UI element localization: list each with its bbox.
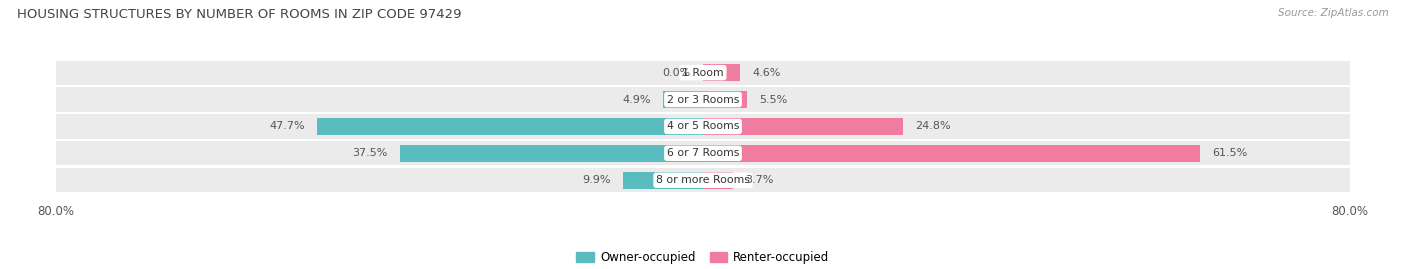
Bar (623, 172, 703, 189)
Text: 24.8%: 24.8% (915, 121, 952, 132)
Text: 9.9%: 9.9% (582, 175, 610, 185)
Text: 3.7%: 3.7% (745, 175, 773, 185)
Text: Source: ZipAtlas.com: Source: ZipAtlas.com (1278, 8, 1389, 18)
Text: 37.5%: 37.5% (353, 148, 388, 158)
Text: 0.0%: 0.0% (662, 68, 690, 78)
Text: 6 or 7 Rooms: 6 or 7 Rooms (666, 148, 740, 158)
Legend: Owner-occupied, Renter-occupied: Owner-occupied, Renter-occupied (572, 246, 834, 269)
Bar (56, 168, 1350, 192)
Text: 4.9%: 4.9% (623, 94, 651, 105)
Text: 47.7%: 47.7% (270, 121, 305, 132)
Text: 4 or 5 Rooms: 4 or 5 Rooms (666, 121, 740, 132)
Text: 5.5%: 5.5% (759, 94, 787, 105)
Bar (703, 118, 904, 135)
Bar (703, 91, 748, 108)
Bar (56, 114, 1350, 139)
Bar (703, 64, 740, 81)
Bar (399, 145, 703, 162)
Bar (56, 141, 1350, 165)
Bar (703, 172, 733, 189)
Bar (318, 118, 703, 135)
Bar (703, 145, 1201, 162)
Bar (664, 91, 703, 108)
Text: 8 or more Rooms: 8 or more Rooms (657, 175, 749, 185)
Text: 1 Room: 1 Room (682, 68, 724, 78)
Text: 2 or 3 Rooms: 2 or 3 Rooms (666, 94, 740, 105)
Bar (56, 87, 1350, 112)
Text: 4.6%: 4.6% (752, 68, 780, 78)
Bar (56, 61, 1350, 85)
Text: 61.5%: 61.5% (1212, 148, 1247, 158)
Text: HOUSING STRUCTURES BY NUMBER OF ROOMS IN ZIP CODE 97429: HOUSING STRUCTURES BY NUMBER OF ROOMS IN… (17, 8, 461, 21)
